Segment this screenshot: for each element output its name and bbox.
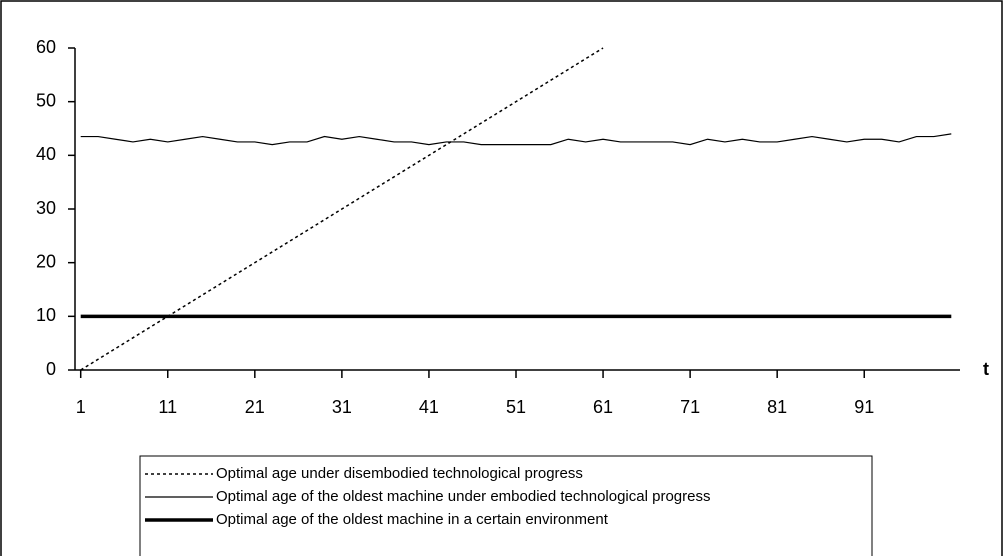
series-line — [80, 133, 952, 146]
y-tick-label: 10 — [36, 305, 56, 325]
x-tick-label: 81 — [767, 397, 787, 417]
x-tick-label: 41 — [419, 397, 439, 417]
x-tick-label: 51 — [506, 397, 526, 417]
y-tick-label: 50 — [36, 90, 56, 110]
x-tick-label: 91 — [854, 397, 874, 417]
y-tick-label: 20 — [36, 251, 56, 271]
legend-label: Optimal age of the oldest machine in a c… — [216, 511, 609, 528]
legend-label: Optimal age under disembodied technologi… — [216, 465, 583, 482]
x-tick-label: 21 — [245, 397, 265, 417]
x-tick-label: 61 — [593, 397, 613, 417]
legend-box — [139, 455, 873, 556]
x-tick-label: 11 — [158, 397, 177, 417]
y-tick-label: 60 — [36, 37, 56, 57]
y-tick-label: 40 — [36, 144, 56, 164]
x-tick-label: 1 — [76, 397, 86, 417]
x-tick-label: 71 — [680, 397, 700, 417]
legend-label: Optimal age of the oldest machine under … — [216, 488, 710, 505]
y-tick-label: 0 — [46, 359, 56, 379]
y-tick-label: 30 — [36, 198, 56, 218]
x-tick-label: 31 — [332, 397, 352, 417]
x-axis-label: t — [983, 359, 989, 379]
